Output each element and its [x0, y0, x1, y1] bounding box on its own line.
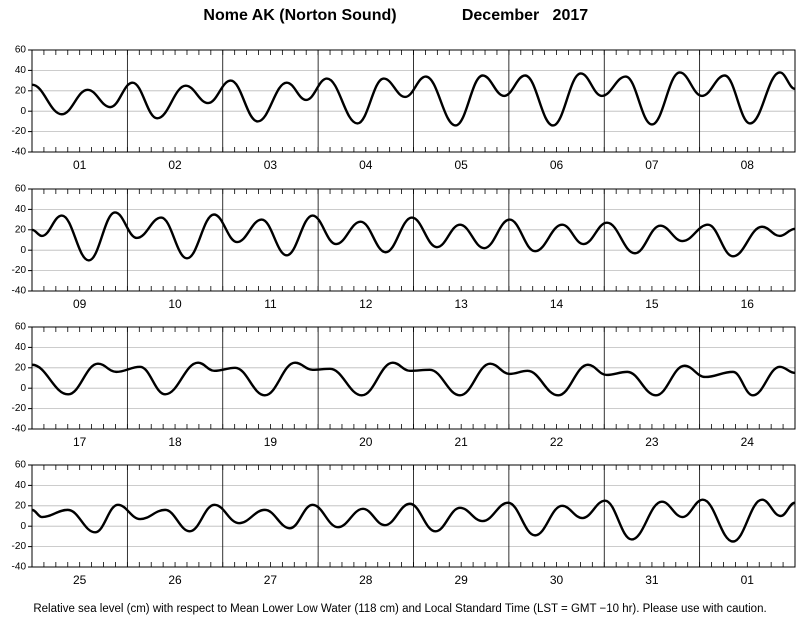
y-tick-label: -20 [12, 541, 27, 552]
plot-frame [31, 326, 796, 430]
day-label: 12 [359, 297, 373, 311]
day-label: 14 [550, 297, 564, 311]
day-label: 01 [73, 158, 87, 172]
day-label: 23 [645, 435, 659, 449]
day-label: 19 [264, 435, 278, 449]
y-tick-label: 60 [15, 460, 27, 471]
tide-line [31, 71, 796, 127]
plot-frame [31, 49, 796, 153]
day-label: 10 [168, 297, 182, 311]
y-tick-label: 40 [15, 480, 27, 491]
tide-line [31, 498, 796, 543]
day-label: 06 [550, 158, 564, 172]
day-label: 24 [741, 435, 755, 449]
day-label: 20 [359, 435, 373, 449]
day-label: 16 [741, 297, 755, 311]
y-tick-label: 20 [15, 500, 27, 511]
day-label: 30 [550, 573, 564, 587]
day-label: 21 [455, 435, 469, 449]
y-tick-label: 60 [15, 45, 27, 56]
y-tick-label: 20 [15, 362, 27, 373]
y-tick-label: 40 [15, 342, 27, 353]
y-tick-label: 0 [20, 521, 26, 532]
plot-frame [31, 188, 796, 292]
y-tick-label: 0 [20, 245, 26, 256]
y-tick-label: -40 [12, 424, 27, 435]
footnote: Relative sea level (cm) with respect to … [33, 603, 766, 615]
day-label: 27 [264, 573, 278, 587]
plot-frame [31, 464, 796, 568]
y-tick-label: 60 [15, 184, 27, 195]
day-label: 25 [73, 573, 87, 587]
y-tick-label: -40 [12, 147, 27, 158]
y-tick-label: -20 [12, 265, 27, 276]
day-label: 11 [264, 297, 277, 311]
tide-line [31, 361, 796, 397]
y-tick-label: 60 [15, 322, 27, 333]
day-label: 08 [741, 158, 755, 172]
day-label: 07 [645, 158, 659, 172]
chart-title: Nome AK (Norton Sound) [203, 7, 396, 24]
day-label: 22 [550, 435, 564, 449]
tide-line [31, 211, 796, 262]
day-label: 26 [168, 573, 182, 587]
y-tick-label: -40 [12, 286, 27, 297]
y-tick-label: 40 [15, 65, 27, 76]
y-tick-label: 0 [20, 106, 26, 117]
day-label: 04 [359, 158, 373, 172]
day-label: 15 [645, 297, 659, 311]
day-label: 13 [455, 297, 469, 311]
day-label: 09 [73, 297, 87, 311]
day-label: 28 [359, 573, 373, 587]
day-label: 29 [455, 573, 469, 587]
day-label: 31 [645, 573, 659, 587]
day-label: 18 [168, 435, 182, 449]
y-tick-label: 20 [15, 224, 27, 235]
y-tick-label: -40 [12, 562, 27, 573]
day-label: 05 [455, 158, 469, 172]
day-label: 17 [73, 435, 87, 449]
day-label: 03 [264, 158, 278, 172]
y-tick-label: -20 [12, 403, 27, 414]
day-label: 02 [168, 158, 182, 172]
y-tick-label: 0 [20, 383, 26, 394]
y-tick-label: 20 [15, 85, 27, 96]
y-tick-label: -20 [12, 126, 27, 137]
chart-date: December 2017 [462, 7, 588, 24]
y-tick-label: 40 [15, 204, 27, 215]
day-label: 01 [741, 573, 755, 587]
